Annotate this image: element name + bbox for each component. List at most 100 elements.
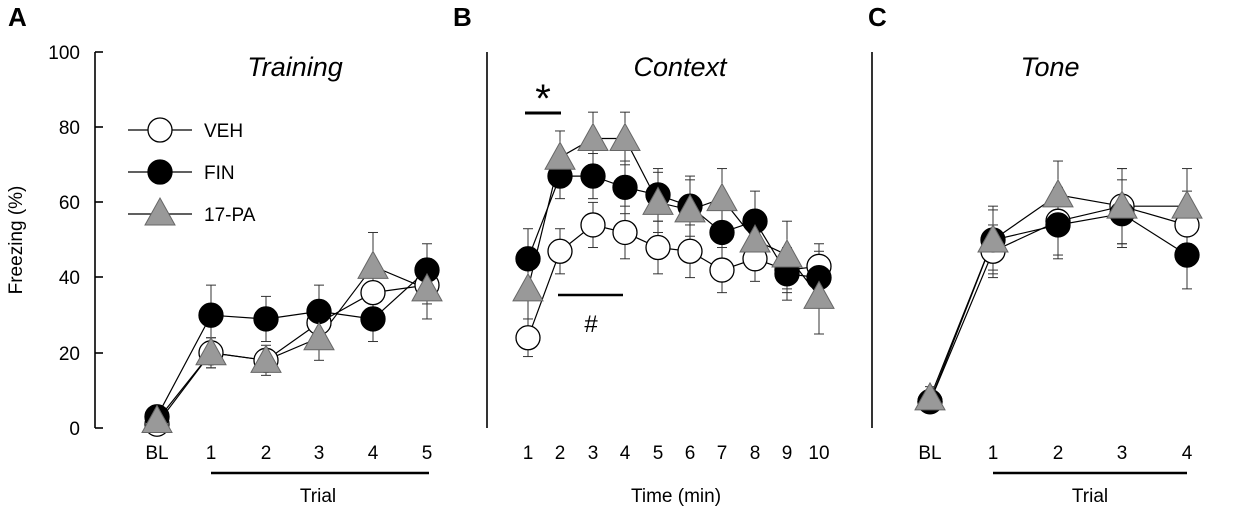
data-point-17pa bbox=[706, 182, 738, 212]
legend-marker-17pa bbox=[144, 196, 176, 226]
x-tick-label: 1 bbox=[523, 443, 534, 464]
legend-marker-fin bbox=[147, 159, 173, 185]
data-point-17pa bbox=[1171, 190, 1203, 219]
data-point-fin bbox=[306, 298, 332, 325]
x-tick-label: 10 bbox=[808, 443, 829, 464]
data-point-veh bbox=[547, 238, 573, 264]
panel-b-title: Context bbox=[633, 52, 728, 82]
series-line-17pa bbox=[156, 265, 428, 421]
legend-marker-veh bbox=[147, 117, 173, 143]
significance-star: * bbox=[535, 77, 551, 121]
data-point-fin bbox=[515, 246, 541, 272]
data-point-17pa bbox=[195, 336, 227, 366]
x-tick-label: 2 bbox=[261, 443, 272, 464]
panel-b-x-label: Time (min) bbox=[631, 486, 721, 507]
legend-item-17pa: 17-PA bbox=[128, 196, 256, 226]
data-point-veh bbox=[360, 279, 386, 306]
data-point-fin bbox=[253, 306, 279, 332]
panel-b-plot: 1 2 3 4 5 6 7 8 9 10 bbox=[512, 111, 835, 464]
x-tick-label: 3 bbox=[1117, 443, 1128, 464]
data-point-17pa bbox=[1106, 190, 1138, 219]
data-point-veh bbox=[677, 238, 703, 264]
x-tick-label: 9 bbox=[782, 443, 793, 464]
legend-label-17pa: 17-PA bbox=[204, 205, 256, 226]
data-point-fin bbox=[1174, 242, 1200, 268]
panel-letter-c: C bbox=[868, 2, 887, 32]
data-point-17pa bbox=[674, 193, 706, 223]
panel-letter-b: B bbox=[453, 2, 472, 32]
panel-a-markers bbox=[141, 250, 443, 437]
y-tick-label: 20 bbox=[59, 344, 80, 365]
data-point-fin bbox=[1045, 212, 1071, 238]
series-line-veh bbox=[527, 224, 820, 339]
x-tick-label: 2 bbox=[1053, 443, 1064, 464]
data-point-fin bbox=[198, 302, 224, 328]
legend-item-veh: VEH bbox=[128, 117, 243, 143]
panel-a-plot: BL 1 2 3 4 5 bbox=[141, 231, 443, 464]
data-point-17pa bbox=[250, 344, 282, 373]
data-point-17pa bbox=[544, 141, 576, 170]
panel-c-plot: BL 1 2 3 4 bbox=[914, 160, 1203, 464]
series-line-veh bbox=[156, 284, 428, 425]
data-point-17pa bbox=[803, 280, 835, 309]
x-tick-label: 5 bbox=[653, 443, 664, 464]
panel-a-title: Training bbox=[247, 52, 343, 82]
data-point-fin bbox=[580, 163, 606, 189]
panel-a-x-label: Trial bbox=[300, 486, 336, 507]
data-point-veh bbox=[515, 325, 541, 351]
data-point-17pa bbox=[914, 381, 946, 411]
legend-label-veh: VEH bbox=[204, 121, 243, 142]
y-tick-label: 100 bbox=[48, 43, 80, 64]
plot-layer: BL 1 2 3 4 5 1 2 3 4 5 6 7 8 9 10 BL 1 2 3 4 bbox=[141, 111, 1203, 464]
data-point-fin bbox=[360, 306, 386, 332]
panel-b-markers bbox=[512, 122, 835, 351]
panel-c-x-label: Trial bbox=[1072, 486, 1108, 507]
data-point-17pa bbox=[411, 272, 443, 302]
data-point-17pa bbox=[141, 404, 173, 433]
x-tick-label: 3 bbox=[588, 443, 599, 464]
panel-c-markers bbox=[914, 178, 1203, 415]
data-point-17pa bbox=[977, 223, 1009, 253]
data-point-17pa bbox=[609, 122, 641, 151]
data-point-veh bbox=[645, 234, 671, 261]
x-tick-label: 1 bbox=[988, 443, 999, 464]
significance-hash: # bbox=[584, 311, 598, 338]
y-tick-label: 60 bbox=[59, 193, 80, 214]
x-tick-label: BL bbox=[918, 443, 941, 464]
data-point-veh bbox=[709, 257, 735, 283]
data-point-17pa bbox=[739, 223, 771, 253]
x-tick-label: 7 bbox=[717, 443, 728, 464]
y-tick-label: 0 bbox=[69, 419, 80, 440]
data-point-17pa bbox=[357, 250, 389, 279]
x-tick-label: 4 bbox=[620, 443, 631, 464]
legend-label-fin: FIN bbox=[204, 163, 235, 184]
data-point-17pa bbox=[512, 272, 544, 302]
panel-c-title: Tone bbox=[1020, 52, 1079, 82]
series-line-17pa bbox=[527, 137, 820, 297]
data-point-17pa bbox=[771, 239, 803, 268]
data-point-17pa bbox=[642, 186, 674, 215]
y-tick-label: 40 bbox=[59, 268, 80, 289]
x-tick-label: 2 bbox=[555, 443, 566, 464]
series-line-fin bbox=[156, 269, 428, 417]
y-axis-label: Freezing (%) bbox=[6, 186, 27, 295]
y-tick-label: 80 bbox=[59, 118, 80, 139]
x-tick-label: 1 bbox=[206, 443, 217, 464]
data-point-17pa bbox=[303, 321, 335, 351]
panel-letter-a: A bbox=[8, 2, 27, 32]
legend-item-fin: FIN bbox=[128, 159, 235, 185]
data-point-veh bbox=[612, 219, 638, 246]
legend: VEH FIN 17-PA bbox=[128, 117, 256, 226]
x-tick-label: 4 bbox=[368, 443, 379, 464]
y-ticks: 0 20 40 60 80 100 bbox=[48, 43, 103, 440]
x-tick-label: 6 bbox=[685, 443, 696, 464]
data-point-veh bbox=[580, 212, 606, 238]
x-tick-label: 4 bbox=[1182, 443, 1193, 464]
x-tick-label: 3 bbox=[314, 443, 325, 464]
x-tick-label: BL bbox=[145, 443, 168, 464]
x-tick-label: 8 bbox=[750, 443, 761, 464]
data-point-fin bbox=[709, 219, 735, 246]
data-point-fin bbox=[612, 174, 638, 201]
data-point-17pa bbox=[1042, 178, 1074, 208]
